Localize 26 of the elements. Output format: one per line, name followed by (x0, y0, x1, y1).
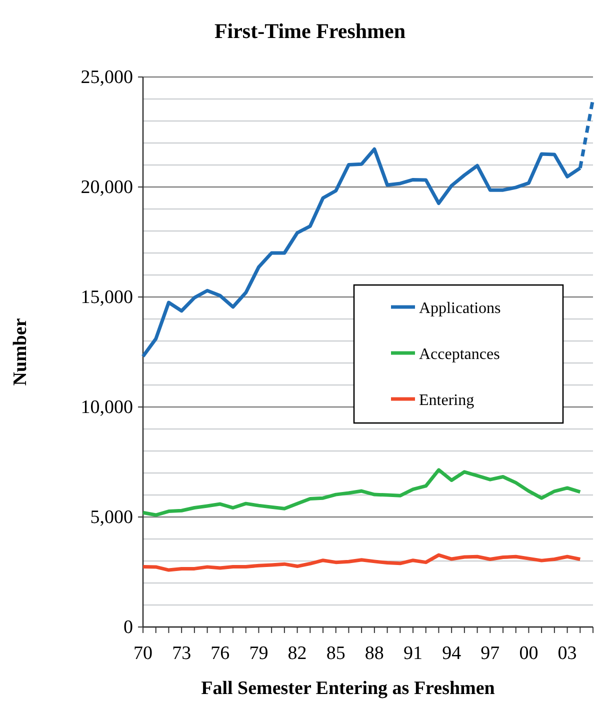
y-tick-label: 25,000 (80, 67, 133, 88)
x-tick-label: 97 (480, 643, 500, 664)
legend-label: Acceptances (419, 346, 500, 363)
y-tick-label: 15,000 (80, 287, 133, 308)
x-tick-label: 88 (364, 643, 384, 664)
y-tick-label: 10,000 (80, 397, 133, 418)
x-axis-title: Fall Semester Entering as Freshmen (201, 678, 496, 699)
legend-label: Applications (419, 300, 501, 317)
x-tick-label: 82 (288, 643, 307, 664)
x-tick-label: 03 (558, 643, 577, 664)
x-tick-label: 00 (519, 643, 538, 664)
x-tick-label: 73 (172, 643, 192, 664)
chart-title: First-Time Freshmen (214, 19, 406, 43)
y-axis-title: Number (10, 318, 31, 386)
y-tick-label: 20,000 (80, 177, 133, 198)
line-series (141, 468, 582, 517)
legend-label: Entering (419, 392, 474, 409)
x-tick-label: 70 (134, 643, 152, 664)
line-series (141, 553, 582, 572)
x-tick-label: 85 (326, 643, 346, 664)
y-tick-label: 0 (124, 617, 133, 638)
x-tick-label: 79 (249, 643, 268, 664)
x-tick-label: 76 (210, 643, 230, 664)
y-tick-label: 5,000 (90, 507, 133, 528)
x-tick-label: 91 (404, 643, 422, 664)
x-tick-label: 94 (442, 643, 462, 664)
